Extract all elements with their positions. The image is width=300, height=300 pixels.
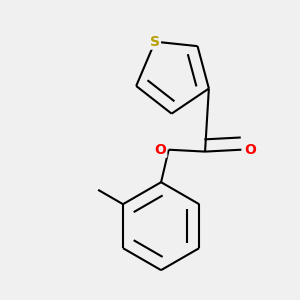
Text: O: O [154, 143, 166, 157]
Text: O: O [244, 143, 256, 157]
Text: S: S [150, 35, 160, 49]
